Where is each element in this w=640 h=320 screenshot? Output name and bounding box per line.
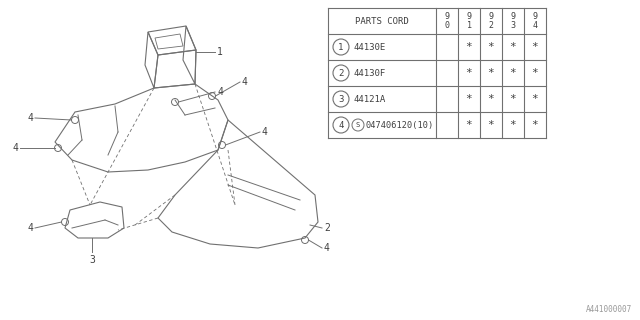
Text: 4: 4 <box>262 127 268 137</box>
Text: *: * <box>488 94 494 104</box>
Text: 2: 2 <box>324 223 330 233</box>
Text: *: * <box>488 68 494 78</box>
Text: PARTS CORD: PARTS CORD <box>355 17 409 26</box>
Text: 047406120(10): 047406120(10) <box>366 121 435 130</box>
Text: *: * <box>466 120 472 130</box>
Text: 4: 4 <box>217 87 223 97</box>
Text: 4: 4 <box>12 143 18 153</box>
Text: 1: 1 <box>339 43 344 52</box>
Text: *: * <box>532 68 538 78</box>
Text: 44121A: 44121A <box>354 94 387 103</box>
Text: 4: 4 <box>242 77 248 87</box>
Text: 4: 4 <box>27 113 33 123</box>
Text: *: * <box>466 94 472 104</box>
Text: 4: 4 <box>324 243 330 253</box>
Text: S: S <box>356 122 360 128</box>
Text: 9
2: 9 2 <box>488 12 493 30</box>
Text: 9
1: 9 1 <box>467 12 472 30</box>
Text: 44130E: 44130E <box>354 43 387 52</box>
Text: *: * <box>532 42 538 52</box>
Text: 4: 4 <box>339 121 344 130</box>
Text: *: * <box>532 94 538 104</box>
Text: *: * <box>509 68 516 78</box>
Text: 1: 1 <box>217 47 223 57</box>
Text: 2: 2 <box>339 68 344 77</box>
Text: 9
3: 9 3 <box>511 12 515 30</box>
Text: 4: 4 <box>27 223 33 233</box>
Text: A441000007: A441000007 <box>586 305 632 314</box>
Text: 9
4: 9 4 <box>532 12 538 30</box>
Text: *: * <box>466 68 472 78</box>
Text: *: * <box>509 42 516 52</box>
Text: *: * <box>532 120 538 130</box>
Text: *: * <box>488 120 494 130</box>
Text: *: * <box>466 42 472 52</box>
Text: *: * <box>509 94 516 104</box>
Text: 9
0: 9 0 <box>445 12 449 30</box>
Text: 3: 3 <box>89 255 95 265</box>
Text: 44130F: 44130F <box>354 68 387 77</box>
Text: *: * <box>509 120 516 130</box>
Text: 3: 3 <box>339 94 344 103</box>
Text: *: * <box>488 42 494 52</box>
